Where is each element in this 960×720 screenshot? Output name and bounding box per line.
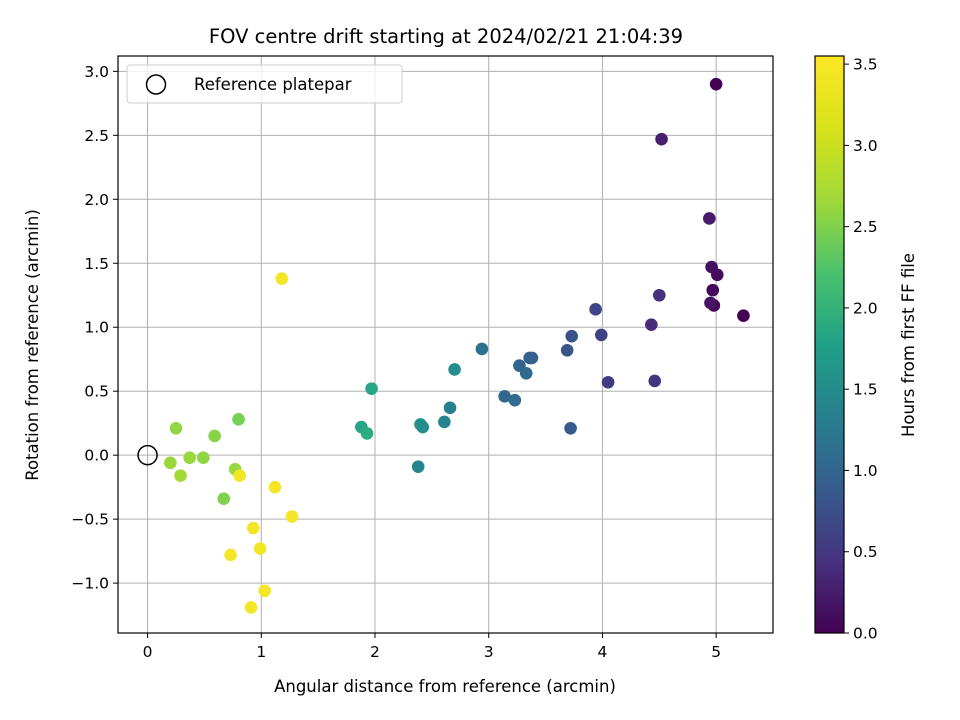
x-tick-label: 0 — [143, 643, 153, 661]
scatter-point — [208, 429, 221, 443]
y-tick-label: 0.5 — [84, 383, 109, 401]
scatter-point — [737, 309, 750, 323]
scatter-point — [232, 413, 245, 426]
data-points — [164, 77, 750, 614]
y-tick-label: −0.5 — [71, 511, 109, 529]
scatter-point — [560, 343, 574, 357]
legend-label-reference: Reference platepar — [194, 75, 352, 94]
scatter-point — [268, 480, 282, 494]
y-tick-label: 3.0 — [84, 63, 109, 81]
y-tick-label: 2.5 — [84, 127, 109, 145]
x-tick-label: 3 — [484, 643, 494, 661]
scatter-point — [233, 469, 246, 482]
scatter-point — [648, 374, 662, 388]
colorbar-tick-label: 2.5 — [853, 218, 878, 236]
colorbar-tick-label: 2.0 — [853, 299, 878, 317]
scatter-point — [365, 382, 378, 395]
scatter-point — [224, 548, 237, 562]
legend-box — [126, 64, 403, 104]
y-tick-label: −1.0 — [71, 575, 109, 593]
scatter-point — [564, 421, 577, 435]
colorbar-tick-label: 0.0 — [853, 625, 878, 643]
scatter-point — [169, 421, 183, 435]
colorbar-tick-label: 1.0 — [853, 462, 878, 480]
colorbar — [814, 55, 845, 634]
scatter-point — [601, 375, 615, 389]
scatter-point — [706, 283, 720, 297]
y-axis-ticks: −1.0 −0.5 0.0 0.5 1.0 1.5 2.0 2.5 3.0 — [71, 63, 118, 593]
colorbar-tick-label: 1.5 — [853, 381, 878, 399]
y-tick-label: 1.0 — [84, 319, 109, 337]
y-tick-label: 1.5 — [84, 255, 109, 273]
scatter-point — [645, 318, 658, 331]
legend: Reference platepar — [126, 64, 403, 104]
scatter-point — [164, 456, 177, 470]
scatter-point — [703, 212, 716, 225]
grid-lines — [118, 56, 773, 633]
colorbar-tick-label: 3.5 — [853, 56, 878, 74]
colorbar-tick-label: 3.0 — [853, 137, 878, 155]
reference-point-marker — [137, 444, 158, 466]
scatter-point — [704, 296, 717, 310]
scatter-point — [196, 451, 210, 465]
x-tick-label: 1 — [256, 643, 266, 661]
scatter-point — [652, 288, 666, 302]
legend-marker-reference — [145, 74, 167, 95]
scatter-point — [438, 415, 451, 429]
scatter-point — [275, 272, 289, 285]
y-axis-label: Rotation from reference (arcmin) — [23, 209, 42, 481]
scatter-point — [498, 390, 511, 403]
scatter-point — [448, 363, 461, 376]
scatter-point — [183, 451, 196, 465]
scatter-point — [217, 492, 231, 505]
scatter-point — [565, 329, 579, 343]
y-tick-label: 2.0 — [84, 191, 109, 209]
y-tick-label: 0.0 — [84, 447, 109, 465]
scatter-point — [475, 342, 489, 356]
colorbar-ticks: 0.0 0.5 1.0 1.5 2.0 2.5 3.0 3.5 — [844, 56, 878, 643]
scatter-point — [253, 542, 267, 555]
x-tick-label: 5 — [711, 643, 721, 661]
scatter-point — [594, 328, 608, 342]
x-axis-ticks: 0 1 2 3 4 5 — [143, 633, 721, 661]
reference-point — [137, 444, 158, 466]
chart-title: FOV centre drift starting at 2024/02/21 … — [209, 25, 683, 48]
scatter-point — [519, 366, 533, 380]
colorbar-tick-label: 0.5 — [853, 543, 878, 561]
scatter-point — [411, 460, 425, 473]
scatter-point — [285, 510, 299, 523]
x-tick-label: 2 — [370, 643, 380, 661]
scatter-point — [360, 427, 374, 440]
scatter-point — [247, 521, 260, 535]
scatter-point — [709, 77, 723, 91]
scatter-point — [174, 469, 187, 482]
scatter-point — [244, 601, 258, 614]
scatter-point — [705, 260, 718, 274]
scatter-point — [589, 303, 602, 316]
scatter-point — [258, 584, 271, 598]
scatter-point — [416, 420, 430, 434]
scatter-point — [655, 132, 668, 146]
colorbar-label: Hours from first FF file — [899, 253, 918, 437]
x-tick-label: 4 — [597, 643, 607, 661]
scatter-point — [523, 351, 536, 365]
scatter-point — [508, 393, 522, 407]
x-axis-label: Angular distance from reference (arcmin) — [274, 677, 616, 696]
scatter-point — [443, 401, 457, 415]
plot-frame — [117, 55, 774, 634]
